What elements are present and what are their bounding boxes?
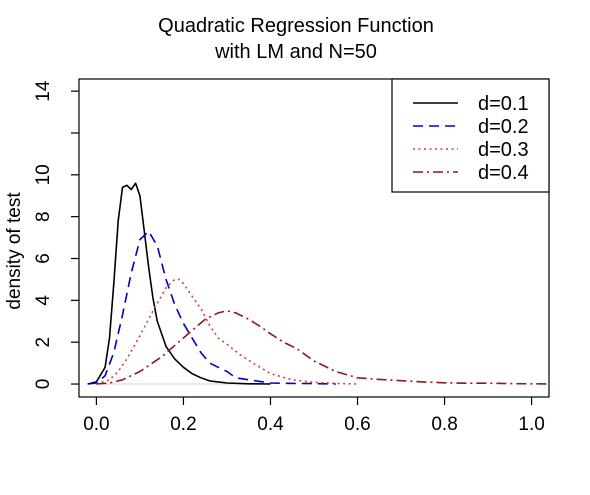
series-line-1 <box>87 182 271 385</box>
x-tick-label: 0.4 <box>257 414 284 435</box>
y-tick-label: 14 <box>33 80 54 102</box>
legend-box <box>391 78 550 193</box>
y-tick-label: 6 <box>33 253 54 264</box>
axes: 0.0 0.2 0.4 0.6 0.8 1.0 0 2 4 6 8 10 14 <box>33 78 550 435</box>
legend-label-1: d=0.1 <box>478 93 529 115</box>
x-tick-label: 0.8 <box>431 414 457 435</box>
x-tick-label: 0.6 <box>344 414 370 435</box>
plot-area <box>87 182 550 385</box>
legend: d=0.1d=0.2d=0.3d=0.4 <box>391 78 550 193</box>
y-tick-label: 2 <box>33 337 54 348</box>
legend-label-2: d=0.2 <box>478 116 529 138</box>
y-axis-title: density of test <box>4 192 25 310</box>
y-tick-label: 4 <box>33 295 54 306</box>
y-tick-label: 0 <box>33 379 54 390</box>
legend-label-4: d=0.4 <box>478 162 529 184</box>
x-tick-label: 0.2 <box>170 414 196 435</box>
series-line-3 <box>96 278 358 385</box>
legend-label-3: d=0.3 <box>478 139 529 161</box>
chart-title-line1: Quadratic Regression Function <box>158 15 434 37</box>
y-tick-label: 8 <box>33 211 54 222</box>
plot-frame <box>78 78 550 398</box>
series-line-2 <box>87 230 336 385</box>
series-line-4 <box>96 309 550 385</box>
chart-title-line2: with LM and N=50 <box>214 41 377 63</box>
x-tick-label: 1.0 <box>518 414 544 435</box>
y-tick-label: 10 <box>33 164 54 185</box>
x-tick-label: 0.0 <box>83 414 109 435</box>
